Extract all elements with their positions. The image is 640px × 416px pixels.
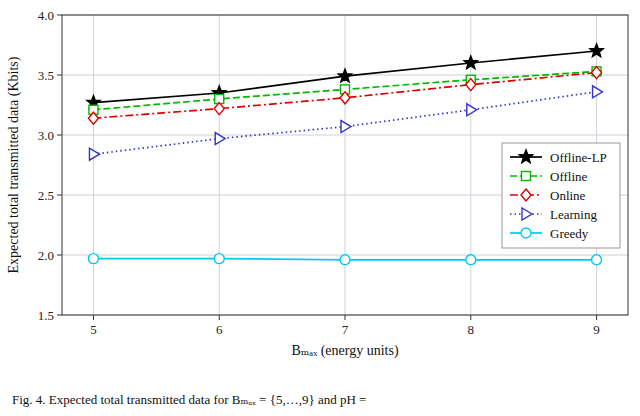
x-tick — [596, 315, 597, 320]
y-tick — [57, 255, 62, 256]
legend-label: Online — [550, 188, 586, 203]
plot-data — [87, 44, 603, 265]
point — [590, 44, 603, 57]
x-grid-line — [345, 15, 346, 315]
x-axis-label: Bₘₐₓ (energy units) — [291, 343, 399, 359]
legend-label: Offline — [550, 169, 588, 184]
plot-frame — [62, 15, 628, 315]
point — [593, 86, 603, 98]
x-tick-label: 5 — [90, 322, 97, 337]
x-grid-line — [93, 15, 94, 315]
x-tick-label: 9 — [593, 322, 600, 337]
legend-marker — [522, 208, 532, 220]
x-tick-label: 6 — [216, 322, 223, 337]
grid — [62, 15, 628, 315]
y-tick-label: 2.0 — [38, 248, 54, 263]
y-grid-line — [62, 135, 628, 136]
point — [464, 56, 477, 69]
axes: 5 6 7 8 9 1.5 2.0 2.5 3.0 3.5 4.0 — [38, 8, 628, 338]
point — [340, 255, 350, 265]
x-grid-line — [219, 15, 220, 315]
series-line — [93, 71, 596, 109]
y-tick — [57, 75, 62, 76]
x-tick — [345, 315, 346, 320]
point — [341, 121, 351, 133]
point — [467, 104, 477, 116]
legend-marker — [519, 150, 532, 163]
point — [592, 67, 602, 79]
y-tick-label: 4.0 — [38, 8, 54, 23]
legend-label: Offline-LP — [550, 150, 607, 165]
y-axis-label: Expected total transmitted data (Kbits) — [6, 56, 22, 273]
x-tick-label: 8 — [468, 322, 475, 337]
point — [592, 255, 602, 265]
y-tick — [57, 195, 62, 196]
legend-marker — [522, 172, 531, 181]
legend-marker — [521, 189, 531, 201]
y-tick-label: 2.5 — [38, 188, 54, 203]
legend-marker — [521, 228, 531, 238]
y-tick-label: 3.0 — [38, 128, 54, 143]
series-line — [93, 73, 596, 119]
point — [466, 255, 476, 265]
y-tick — [57, 15, 62, 16]
series — [88, 67, 601, 125]
x-tick — [470, 315, 471, 320]
series — [88, 254, 601, 265]
x-tick — [93, 315, 94, 320]
point — [88, 112, 98, 124]
chart: 5 6 7 8 9 1.5 2.0 2.5 3.0 3.5 4.0 Bₘₐₓ (energy unit… — [0, 0, 640, 416]
series — [89, 67, 601, 114]
point — [214, 103, 224, 115]
point — [89, 148, 99, 160]
point — [340, 92, 350, 104]
y-tick-label: 1.5 — [38, 308, 54, 323]
legend: Offline-LP Offline Online Learning Greedy — [502, 143, 620, 248]
point — [466, 79, 476, 91]
plot-background — [62, 15, 628, 315]
x-tick — [219, 315, 220, 320]
y-tick — [57, 135, 62, 136]
point — [215, 133, 225, 145]
y-tick-label: 3.5 — [38, 68, 54, 83]
legend-box — [502, 143, 620, 248]
legend-label: Learning — [550, 207, 597, 222]
point — [214, 254, 224, 264]
legend-label: Greedy — [550, 226, 589, 241]
y-tick — [57, 315, 62, 316]
point — [88, 254, 98, 264]
caption: Fig. 4. Expected total transmitted data … — [12, 392, 366, 407]
point — [338, 69, 351, 82]
x-tick-label: 7 — [342, 322, 349, 337]
